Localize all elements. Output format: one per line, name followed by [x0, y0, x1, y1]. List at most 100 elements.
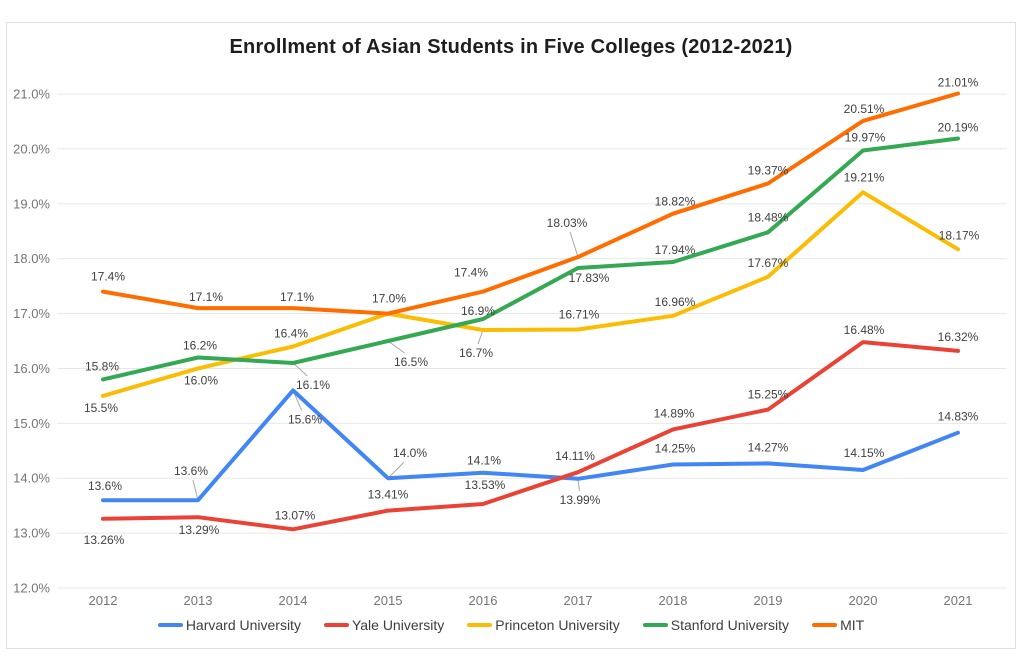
y-axis-label: 13.0%: [13, 526, 50, 541]
y-axis-label: 21.0%: [13, 87, 50, 102]
gridlines: [57, 93, 1007, 589]
x-axis-labels: 2012 2013 2014 2015 2016 2017 2018 2019 2020 2021: [89, 593, 973, 608]
y-axis-label: 17.0%: [13, 306, 50, 321]
data-label-yale-university-2021: 16.32%: [938, 330, 979, 344]
series-line-princeton-university: [101, 190, 960, 398]
data-label-harvard-university-2021: 14.83%: [938, 410, 979, 424]
y-axis-label: 20.0%: [13, 141, 50, 156]
leader-line-stanford-university-2014: [292, 362, 308, 377]
x-axis-label: 2021: [944, 593, 973, 608]
data-label-harvard-university-2018: 14.25%: [655, 442, 696, 456]
data-label-stanford-university-2019: 18.48%: [748, 210, 789, 224]
data-label-yale-university-2012: 13.26%: [84, 533, 125, 547]
data-label-yale-university-2016: 13.53%: [465, 478, 506, 492]
y-axis-label: 14.0%: [13, 471, 50, 486]
y-axis-labels: 12.0% 13.0% 14.0% 15.0% 16.0% 17.0% 18.0% 19.0%…: [13, 87, 50, 596]
data-label-mit-2021: 21.01%: [938, 75, 979, 89]
legend-label-princeton-university: Princeton University: [495, 617, 620, 633]
legend-label-mit: MIT: [840, 617, 865, 633]
legend-item-princeton-university: Princeton University: [467, 617, 620, 633]
label-leader-lines: [192, 231, 580, 501]
x-axis-label: 2020: [849, 593, 878, 608]
y-axis-label: 16.0%: [13, 361, 50, 376]
data-label-stanford-university-2017: 17.83%: [569, 271, 610, 285]
leader-line-harvard-university-2015: [387, 461, 405, 479]
enrollment-line-chart: 12.0% 13.0% 14.0% 15.0% 16.0% 17.0% 18.0% 19.0%…: [13, 75, 1007, 608]
legend-item-yale-university: Yale University: [323, 617, 445, 633]
data-label-princeton-university-2013: 16.0%: [184, 373, 218, 387]
data-label-harvard-university-2020: 14.15%: [844, 446, 885, 460]
legend-label-harvard-university: Harvard University: [185, 617, 301, 633]
legend-swatch-harvard-university: [157, 623, 183, 627]
data-label-mit-2015: 17.0%: [372, 292, 406, 306]
leader-line-mit-2017: [569, 231, 579, 258]
leader-line-stanford-university-2015: [387, 340, 405, 354]
data-label-stanford-university-2021: 20.19%: [938, 120, 979, 134]
x-axis-label: 2012: [89, 593, 118, 608]
data-label-princeton-university-2021: 18.17%: [939, 228, 980, 242]
data-label-mit-2017: 18.03%: [547, 216, 588, 230]
data-label-yale-university-2014: 13.07%: [275, 508, 316, 522]
x-axis-label: 2013: [184, 593, 213, 608]
x-axis-label: 2019: [754, 593, 783, 608]
legend-swatch-yale-university: [323, 623, 349, 627]
chart-title: Enrollment of Asian Students in Five Col…: [229, 36, 793, 58]
data-label-mit-2019: 19.37%: [748, 163, 789, 177]
series-line-stanford-university: [101, 136, 960, 382]
data-label-princeton-university-2019: 17.67%: [748, 256, 789, 270]
data-label-harvard-university-2014: 15.6%: [288, 412, 322, 426]
data-label-mit-2016: 17.4%: [454, 266, 488, 280]
data-label-mit-2012: 17.4%: [91, 270, 125, 284]
legend-item-stanford-university: Stanford University: [642, 617, 790, 633]
data-label-harvard-university-2016: 14.1%: [467, 454, 501, 468]
legend-swatch-stanford-university: [642, 623, 668, 627]
data-label-yale-university-2018: 14.89%: [654, 406, 695, 420]
data-label-yale-university-2019: 15.25%: [748, 388, 789, 402]
data-label-stanford-university-2015: 16.5%: [394, 355, 428, 369]
data-label-princeton-university-2018: 16.96%: [655, 295, 696, 309]
x-axis-label: 2014: [279, 593, 308, 608]
chart-legend: Harvard University Yale University Princet…: [7, 617, 1015, 633]
legend-swatch-mit: [812, 623, 838, 627]
legend-item-harvard-university: Harvard University: [157, 617, 301, 633]
data-label-mit-2018: 18.82%: [655, 195, 696, 209]
y-axis-label: 12.0%: [13, 581, 50, 596]
data-label-yale-university-2020: 16.48%: [844, 323, 885, 337]
y-axis-label: 18.0%: [13, 251, 50, 266]
data-label-stanford-university-2016: 16.9%: [461, 304, 495, 318]
data-label-stanford-university-2012: 15.8%: [85, 359, 119, 373]
data-label-princeton-university-2020: 19.21%: [844, 170, 885, 184]
data-label-harvard-university-2017: 13.99%: [560, 493, 601, 507]
legend-label-yale-university: Yale University: [351, 617, 445, 633]
leader-line-princeton-university-2016: [477, 329, 484, 345]
legend-label-stanford-university: Stanford University: [670, 617, 790, 633]
data-label-yale-university-2017: 14.11%: [555, 449, 595, 463]
data-label-harvard-university-2015: 14.0%: [393, 446, 427, 460]
series-line-mit: [101, 91, 960, 316]
x-axis-label: 2015: [374, 593, 403, 608]
data-label-stanford-university-2018: 17.94%: [655, 243, 696, 257]
data-label-stanford-university-2014: 16.1%: [296, 378, 330, 392]
data-label-harvard-university-2013: 13.6%: [174, 464, 208, 478]
data-label-harvard-university-2012: 13.6%: [88, 479, 122, 493]
data-label-mit-2020: 20.51%: [844, 102, 885, 116]
data-label-mit-2013: 17.1%: [189, 290, 223, 304]
data-label-stanford-university-2013: 16.2%: [183, 338, 217, 352]
data-label-yale-university-2013: 13.29%: [179, 523, 220, 537]
series-lines: [101, 91, 960, 532]
data-label-princeton-university-2012: 15.5%: [84, 401, 118, 415]
legend-swatch-princeton-university: [467, 623, 493, 627]
data-label-harvard-university-2019: 14.27%: [748, 440, 789, 454]
data-label-mit-2014: 17.1%: [280, 290, 314, 304]
data-label-yale-university-2015: 13.41%: [368, 488, 409, 502]
x-axis-label: 2017: [564, 593, 593, 608]
series-line-yale-university: [101, 340, 960, 532]
data-label-princeton-university-2016: 16.7%: [459, 346, 493, 360]
data-label-princeton-university-2017: 16.71%: [559, 307, 600, 321]
data-labels: 13.6% 13.6% 15.6% 14.0% 14.1% 13.99% 14.25% 14.…: [84, 75, 980, 546]
data-label-princeton-university-2014: 16.4%: [274, 326, 308, 340]
leader-line-harvard-university-2013: [192, 480, 199, 501]
y-axis-label: 19.0%: [13, 196, 50, 211]
y-axis-label: 15.0%: [13, 416, 50, 431]
